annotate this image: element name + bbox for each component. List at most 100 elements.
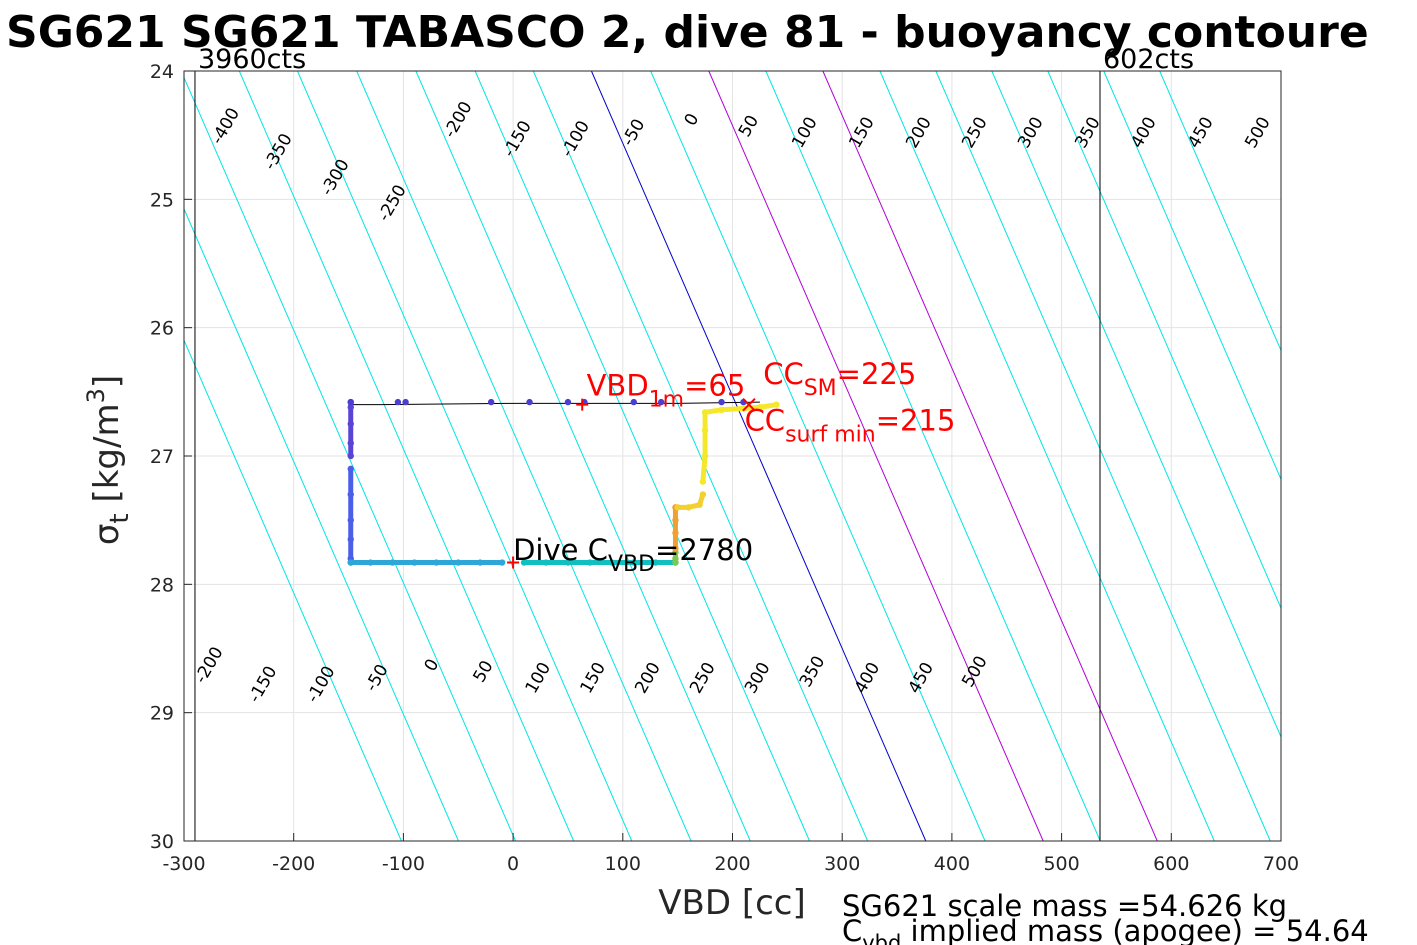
dive-track-point [411, 559, 418, 566]
contour-line [184, 207, 459, 841]
annotation-vbd1m: VBD1m=65 [587, 369, 746, 413]
annotation-base: VBD [587, 369, 649, 403]
y-axis-exponent: 3 [82, 388, 110, 403]
dive-track-point [347, 398, 354, 406]
contour-line [822, 71, 1158, 841]
annotation-value: =65 [684, 369, 745, 403]
contour-line [765, 71, 1101, 841]
dive-track-point [433, 559, 440, 566]
y-tick-label: 27 [150, 446, 174, 468]
dive-track-point [564, 559, 572, 566]
dive-track-point [672, 529, 679, 537]
dive-track-point [526, 398, 533, 406]
dive-track [347, 398, 780, 566]
dive-track-point [701, 409, 709, 416]
y-tick-label: 24 [150, 61, 174, 83]
contour-line [879, 71, 1215, 841]
x-tick-label: -100 [382, 853, 425, 875]
x-tick-label: 0 [507, 853, 519, 875]
dive-track-point [701, 427, 709, 434]
marker-plus [576, 398, 589, 411]
axes: -300 -200 -100 0 100 200 300 400 500 600 700 24 25 26… [150, 61, 1299, 875]
dive-track-point [756, 404, 764, 411]
dive-track-point [608, 559, 616, 566]
dive-track-point [685, 504, 692, 511]
footer-implied-text: implied mass (apogee) = 54.64 [901, 914, 1368, 945]
contour-line [532, 71, 869, 841]
dive-track-point [699, 478, 707, 485]
dive-track-point [740, 405, 747, 412]
dive-track-point [347, 452, 354, 460]
x-tick-label: 300 [824, 853, 860, 875]
dive-track-point [630, 559, 637, 566]
annotation-divecvbd: Dive CVBD=2780 [513, 533, 753, 577]
vbd-limit-lines: 3960cts 602cts [194, 44, 1194, 841]
y-tick-label: 25 [150, 189, 174, 211]
dive-track-point [701, 452, 709, 460]
contour-line [415, 71, 751, 841]
dive-track-point [347, 439, 354, 447]
marker-x [742, 397, 756, 412]
contour-line [238, 71, 575, 841]
dive-track-point [773, 401, 780, 408]
dive-track-point [718, 406, 725, 413]
dive-track-point [455, 559, 462, 566]
dive-track-point [347, 536, 354, 543]
contour-line [356, 71, 692, 841]
annotation-base: Dive C [513, 533, 608, 567]
dive-track-point [672, 516, 679, 524]
contour-line [184, 339, 402, 841]
vbd-limit-label: 602cts [1103, 44, 1194, 75]
x-tick-label: 200 [714, 853, 750, 875]
marker-plus [507, 556, 520, 569]
annotation-subscript: VBD [608, 552, 655, 577]
dive-track-point [520, 559, 528, 566]
dive-track-point [652, 559, 659, 566]
dive-track-point [564, 398, 572, 406]
chart-title: SG621 SG621 TABASCO 2, dive 81 - buoyanc… [6, 7, 1369, 58]
dive-track-point [674, 504, 681, 511]
dive-track-point [586, 559, 594, 566]
contour-line [1047, 71, 1281, 610]
dive-reference-line [350, 401, 760, 406]
dive-track-segment [675, 492, 706, 510]
dive-track-point [657, 398, 665, 406]
y-axis-symbol: σ [87, 524, 127, 546]
annotation-base: CC [763, 357, 804, 391]
dive-track-point [498, 559, 506, 566]
dive-track-point [672, 545, 679, 552]
dive-track-point [402, 398, 409, 406]
contour-line [935, 71, 1271, 841]
annotation-value: =225 [837, 357, 917, 391]
dive-track-point [347, 404, 354, 411]
y-tick-label: 28 [150, 574, 174, 596]
footer-vbd-sub: vbd [862, 931, 901, 945]
vbd-limit-label: 3960cts [198, 44, 306, 75]
dive-track-point [394, 398, 402, 406]
footer-c: C [842, 914, 862, 945]
dive-track-point [699, 491, 707, 498]
x-tick-label: 400 [934, 853, 970, 875]
svg-text:σt [kg/m3]: σt [kg/m3] [82, 375, 135, 545]
annotation-ccsm: CCSM=225 [763, 357, 916, 401]
x-tick-label: 100 [605, 853, 641, 875]
footer-scale-mass: SG621 scale mass =54.626 kg [842, 889, 1287, 923]
x-tick-label: -300 [162, 853, 205, 875]
dive-track-point [696, 501, 703, 508]
dive-track-point [347, 559, 354, 566]
dive-track-point [630, 398, 637, 406]
contour-line [1103, 71, 1281, 481]
contour-line [296, 71, 633, 841]
dive-track-point [476, 559, 484, 566]
y-axis-close: ] [87, 375, 127, 388]
dive-track-point [542, 559, 550, 566]
dive-track-point [347, 491, 354, 498]
x-axis-label: VBD [cc] [658, 883, 806, 923]
dive-track-point [367, 559, 374, 566]
y-axis-subscript: t [105, 513, 135, 523]
y-tick-label: 29 [150, 703, 174, 725]
dive-track-point [347, 465, 354, 473]
footer-implied-mass: Cvbd implied mass (apogee) = 54.64 [842, 914, 1369, 945]
x-tick-label: 700 [1263, 853, 1299, 875]
